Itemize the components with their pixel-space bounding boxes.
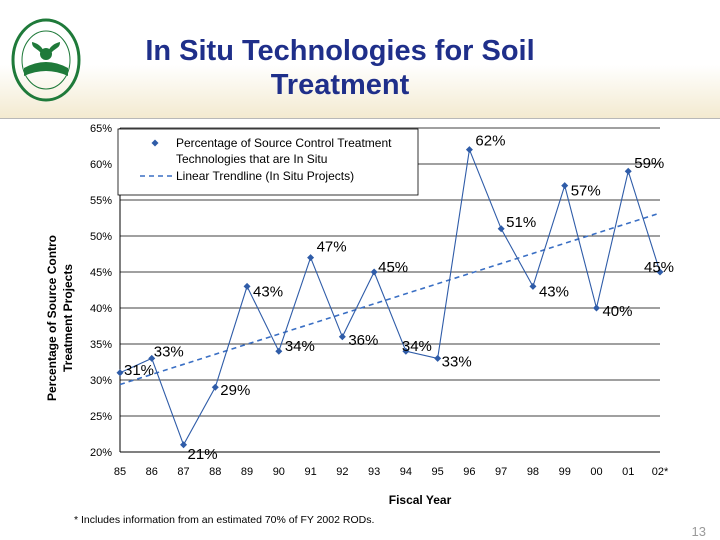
data-point [402, 347, 410, 355]
x-tick-label: 89 [241, 466, 253, 478]
x-tick-label: 94 [400, 466, 412, 478]
data-label: 33% [154, 343, 184, 360]
y-axis-title-line-2: Treatment Projects [61, 264, 75, 372]
data-label: 34% [285, 338, 315, 355]
data-label: 59% [634, 155, 664, 172]
x-axis-title: Fiscal Year [389, 493, 452, 507]
data-point [243, 282, 251, 290]
x-tick-label: 00 [590, 466, 602, 478]
data-label: 45% [378, 259, 408, 276]
data-label: 57% [571, 183, 601, 200]
data-label: 43% [539, 283, 569, 300]
slide-header: In Situ Technologies for Soil Treatment [0, 0, 720, 118]
data-point [275, 347, 283, 355]
data-point [180, 441, 188, 449]
data-label: 29% [220, 382, 250, 399]
data-label: 40% [602, 303, 632, 320]
y-tick-label: 65% [90, 123, 112, 135]
slide-title: In Situ Technologies for Soil Treatment [145, 35, 535, 101]
data-label: 34% [402, 338, 432, 355]
data-point [497, 225, 505, 233]
data-point [307, 254, 315, 262]
x-tick-label: 97 [495, 466, 507, 478]
data-point [465, 146, 473, 154]
legend-entry-series-line-1: Percentage of Source Control Treatment [176, 136, 392, 150]
legend-box [117, 128, 419, 196]
data-label: 62% [475, 133, 505, 150]
x-tick-label: 95 [432, 466, 444, 478]
x-tick-label: 85 [114, 466, 126, 478]
y-axis-title-line-1: Percentage of Source Contro [45, 235, 59, 401]
data-point [370, 268, 378, 276]
x-tick-label: 92 [336, 466, 348, 478]
data-point [656, 268, 664, 276]
data-label: 36% [348, 332, 378, 349]
x-tick-label: 99 [559, 466, 571, 478]
x-tick-label: 98 [527, 466, 539, 478]
x-tick-label: 88 [209, 466, 221, 478]
data-label: 33% [442, 353, 472, 370]
data-point [624, 167, 632, 175]
y-tick-label: 20% [90, 447, 112, 459]
data-label: 47% [317, 239, 347, 256]
data-point [211, 383, 219, 391]
series-line [119, 147, 661, 447]
y-tick-label: 50% [90, 231, 112, 243]
trendline [119, 212, 661, 386]
data-label: 51% [506, 214, 536, 231]
data-point [592, 304, 600, 312]
data-point [338, 333, 346, 341]
data-label: 21% [188, 446, 218, 463]
data-label: 43% [253, 283, 283, 300]
y-tick-label: 60% [90, 159, 112, 171]
x-tick-label: 86 [146, 466, 158, 478]
y-tick-label: 30% [90, 375, 112, 387]
y-tick-label: 35% [90, 339, 112, 351]
footnote: * Includes information from an estimated… [74, 514, 375, 526]
x-tick-label: 87 [177, 466, 189, 478]
data-point [529, 282, 537, 290]
x-tick-label: 91 [304, 466, 316, 478]
y-tick-label: 55% [90, 195, 112, 207]
y-tick-label: 40% [90, 303, 112, 315]
x-tick-label: 01 [622, 466, 634, 478]
legend-entry-series-line-2: Technologies that are In Situ [176, 152, 327, 166]
data-point [561, 182, 569, 190]
x-tick-label: 93 [368, 466, 380, 478]
y-tick-label: 25% [90, 411, 112, 423]
epa-logo [11, 18, 81, 102]
data-point [434, 354, 442, 362]
page-number: 13 [691, 524, 706, 539]
header-divider [0, 118, 720, 119]
x-tick-label: 90 [273, 466, 285, 478]
x-tick-label: 02* [652, 466, 669, 478]
y-tick-label: 45% [90, 267, 112, 279]
data-point [148, 354, 156, 362]
data-label: 45% [644, 259, 674, 276]
data-point [116, 369, 124, 377]
x-tick-label: 96 [463, 466, 475, 478]
legend-marker [151, 139, 159, 147]
legend-entry-trendline: Linear Trendline (In Situ Projects) [176, 169, 354, 183]
data-label: 31% [124, 362, 154, 379]
